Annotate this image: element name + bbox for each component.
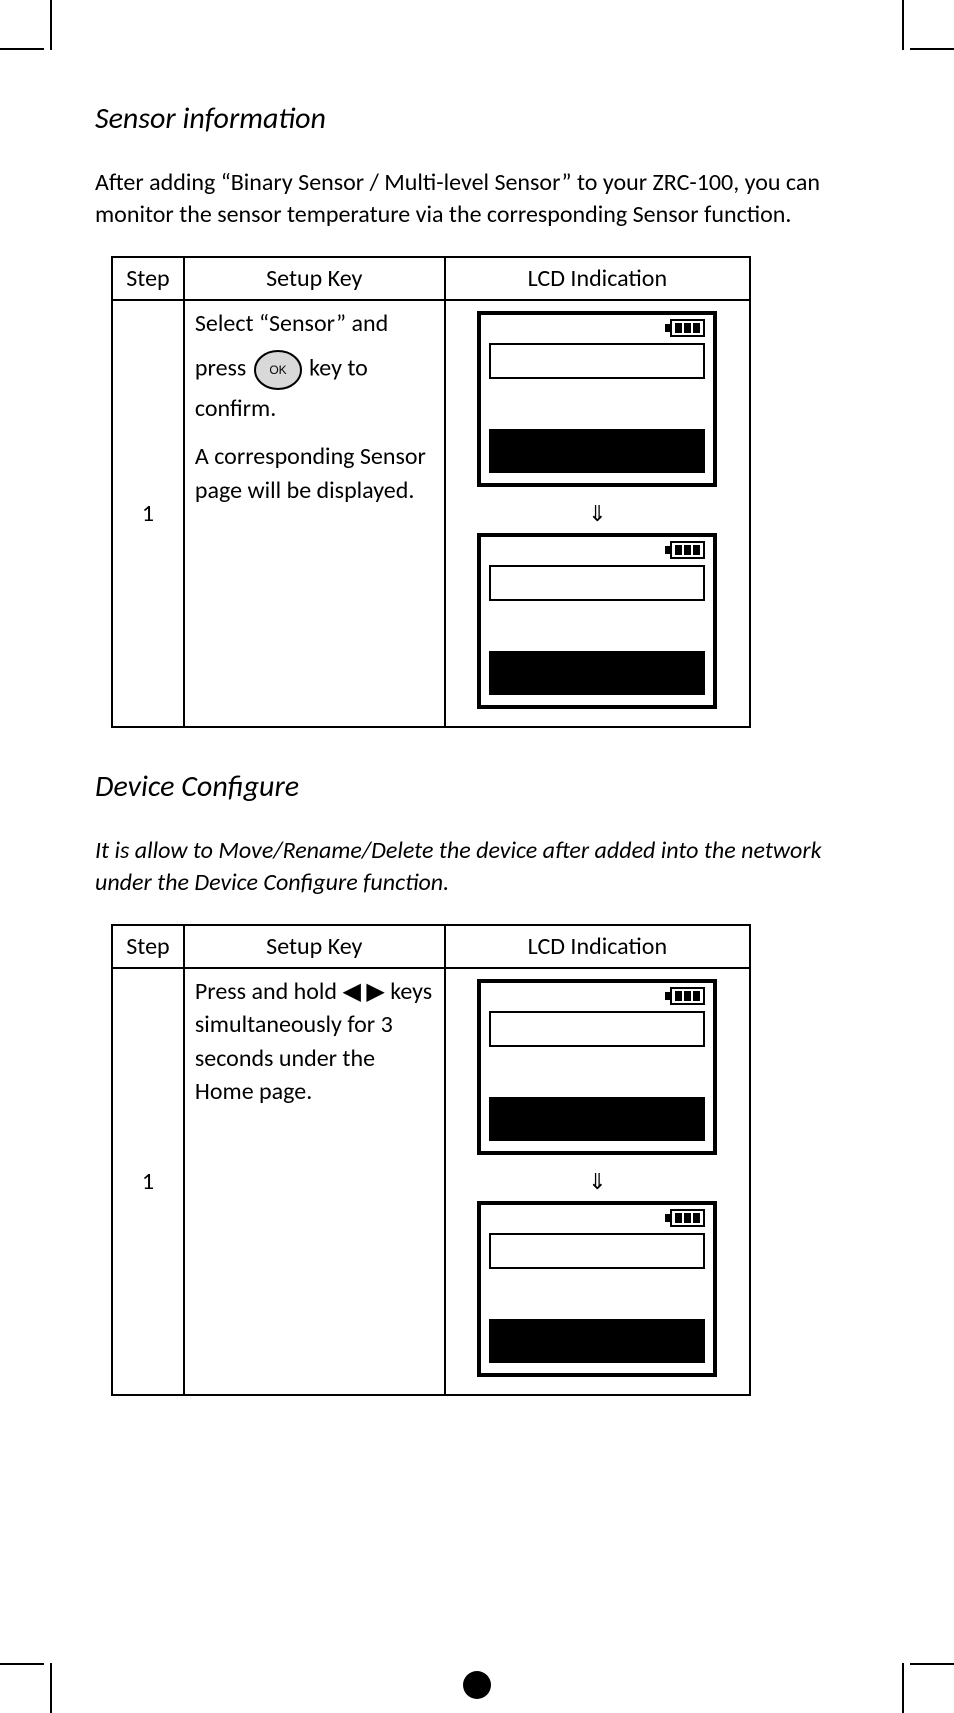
lcd-row-highlighted bbox=[489, 429, 705, 473]
table-row: 1 Press and hold ◀ ▶ keys simultaneously… bbox=[112, 968, 750, 1395]
down-arrow-icon: ⇓ bbox=[452, 500, 743, 527]
ok-label: OK bbox=[269, 363, 286, 377]
setup-key-line: press OK key to confirm. bbox=[195, 348, 434, 426]
section-title-device-configure: Device Configure bbox=[95, 768, 855, 805]
text-fragment: press bbox=[195, 354, 252, 383]
intro-text-sensor: After adding “Binary Sensor / Multi-leve… bbox=[95, 167, 855, 232]
header-step: Step bbox=[112, 925, 184, 968]
lcd-row-highlighted bbox=[489, 1097, 705, 1141]
intro-text-device-configure: It is allow to Move/Rename/Delete the de… bbox=[95, 835, 855, 900]
lcd-row-highlighted bbox=[489, 651, 705, 695]
crop-mark bbox=[0, 48, 44, 50]
page-number-dot bbox=[463, 1671, 491, 1699]
page-content: Sensor information After adding “Binary … bbox=[95, 100, 855, 1436]
header-setup-key: Setup Key bbox=[184, 925, 445, 968]
crop-mark bbox=[50, 0, 52, 50]
battery-icon bbox=[665, 1209, 705, 1227]
setup-key-cell: Press and hold ◀ ▶ keys simultaneously f… bbox=[184, 968, 445, 1395]
table-sensor-information: Step Setup Key LCD Indication 1 Select “… bbox=[111, 256, 751, 728]
header-step: Step bbox=[112, 257, 184, 300]
section-title-sensor-information: Sensor information bbox=[95, 100, 855, 137]
setup-key-line: Select “Sensor” and bbox=[195, 307, 434, 341]
text-fragment: and bbox=[346, 309, 388, 338]
header-lcd-indication: LCD Indication bbox=[445, 257, 750, 300]
setup-key-line: Press and hold ◀ ▶ keys simultaneously f… bbox=[195, 975, 434, 1109]
step-number: 1 bbox=[112, 968, 184, 1395]
crop-mark bbox=[0, 1663, 44, 1665]
lcd-row-empty bbox=[489, 1011, 705, 1047]
header-lcd-indication: LCD Indication bbox=[445, 925, 750, 968]
lcd-screen bbox=[477, 311, 717, 487]
lcd-screen bbox=[477, 979, 717, 1155]
crop-mark bbox=[902, 1663, 904, 1713]
lcd-indication-cell: ⇓ bbox=[445, 968, 750, 1395]
lcd-screen bbox=[477, 533, 717, 709]
ok-button-icon: OK bbox=[252, 348, 304, 392]
battery-icon bbox=[665, 319, 705, 337]
crop-mark bbox=[910, 48, 954, 50]
table-row: 1 Select “Sensor” and press OK key to co… bbox=[112, 300, 750, 727]
down-arrow-icon: ⇓ bbox=[452, 1168, 743, 1195]
text-fragment: Select bbox=[195, 309, 259, 338]
table-device-configure: Step Setup Key LCD Indication 1 Press an… bbox=[111, 924, 751, 1396]
text-fragment: “Sensor” bbox=[259, 309, 346, 338]
battery-icon bbox=[665, 987, 705, 1005]
crop-mark bbox=[902, 0, 904, 50]
table-header-row: Step Setup Key LCD Indication bbox=[112, 257, 750, 300]
crop-mark bbox=[910, 1663, 954, 1665]
lcd-row-empty bbox=[489, 565, 705, 601]
lcd-row-empty bbox=[489, 343, 705, 379]
lcd-row-highlighted bbox=[489, 1319, 705, 1363]
setup-key-line: A corresponding Sensor page will be disp… bbox=[195, 440, 434, 507]
lcd-row-empty bbox=[489, 1233, 705, 1269]
crop-mark bbox=[50, 1663, 52, 1713]
lcd-indication-cell: ⇓ bbox=[445, 300, 750, 727]
header-setup-key: Setup Key bbox=[184, 257, 445, 300]
battery-icon bbox=[665, 541, 705, 559]
table-header-row: Step Setup Key LCD Indication bbox=[112, 925, 750, 968]
setup-key-cell: Select “Sensor” and press OK key to conf… bbox=[184, 300, 445, 727]
step-number: 1 bbox=[112, 300, 184, 727]
lcd-screen bbox=[477, 1201, 717, 1377]
